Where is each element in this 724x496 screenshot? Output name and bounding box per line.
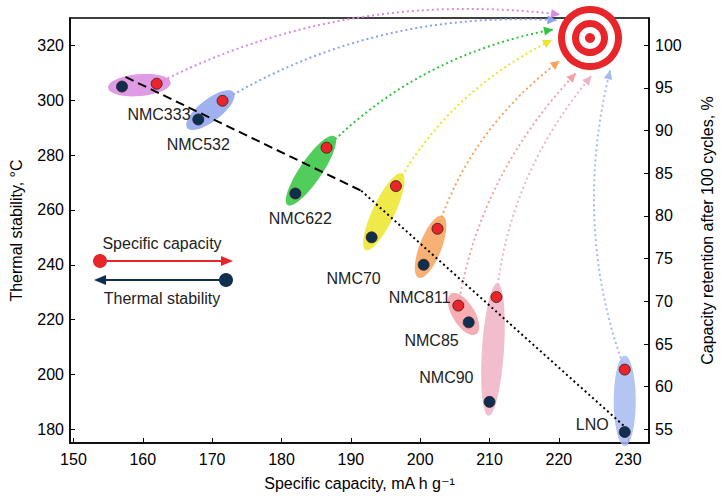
svg-text:240: 240 bbox=[37, 256, 64, 273]
svg-text:Specific capacity, mA h g⁻¹: Specific capacity, mA h g⁻¹ bbox=[264, 475, 454, 492]
svg-text:210: 210 bbox=[476, 451, 503, 468]
svg-text:80: 80 bbox=[655, 207, 673, 224]
svg-text:85: 85 bbox=[655, 165, 673, 182]
svg-text:260: 260 bbox=[37, 201, 64, 218]
svg-text:280: 280 bbox=[37, 147, 64, 164]
svg-text:Specific capacity: Specific capacity bbox=[102, 235, 221, 252]
svg-text:60: 60 bbox=[655, 378, 673, 395]
svg-text:NMC70: NMC70 bbox=[327, 270, 381, 287]
svg-text:220: 220 bbox=[37, 311, 64, 328]
svg-text:Capacity retention after 100 c: Capacity retention after 100 cycles, % bbox=[699, 96, 716, 365]
svg-text:100: 100 bbox=[655, 37, 682, 54]
svg-text:160: 160 bbox=[129, 451, 156, 468]
svg-text:180: 180 bbox=[268, 451, 295, 468]
svg-text:Thermal stability, °C: Thermal stability, °C bbox=[8, 159, 25, 301]
svg-text:170: 170 bbox=[199, 451, 226, 468]
svg-text:NMC333: NMC333 bbox=[127, 106, 190, 123]
svg-text:150: 150 bbox=[60, 451, 87, 468]
svg-text:75: 75 bbox=[655, 250, 673, 267]
svg-text:95: 95 bbox=[655, 79, 673, 96]
svg-text:190: 190 bbox=[337, 451, 364, 468]
svg-text:NMC811: NMC811 bbox=[389, 289, 451, 306]
svg-text:NMC532: NMC532 bbox=[167, 136, 230, 153]
svg-text:NMC622: NMC622 bbox=[269, 210, 332, 227]
svg-text:220: 220 bbox=[546, 451, 573, 468]
svg-text:LNO: LNO bbox=[576, 416, 609, 433]
svg-text:70: 70 bbox=[655, 293, 673, 310]
svg-text:NMC85: NMC85 bbox=[404, 332, 458, 349]
svg-text:200: 200 bbox=[407, 451, 434, 468]
svg-text:55: 55 bbox=[655, 421, 673, 438]
svg-text:90: 90 bbox=[655, 122, 673, 139]
svg-text:NMC90: NMC90 bbox=[419, 369, 473, 386]
svg-text:65: 65 bbox=[655, 336, 673, 353]
svg-text:320: 320 bbox=[37, 37, 64, 54]
svg-text:180: 180 bbox=[37, 421, 64, 438]
svg-text:200: 200 bbox=[37, 366, 64, 383]
svg-text:Thermal stability: Thermal stability bbox=[104, 290, 220, 307]
svg-text:300: 300 bbox=[37, 92, 64, 109]
svg-text:230: 230 bbox=[615, 451, 642, 468]
